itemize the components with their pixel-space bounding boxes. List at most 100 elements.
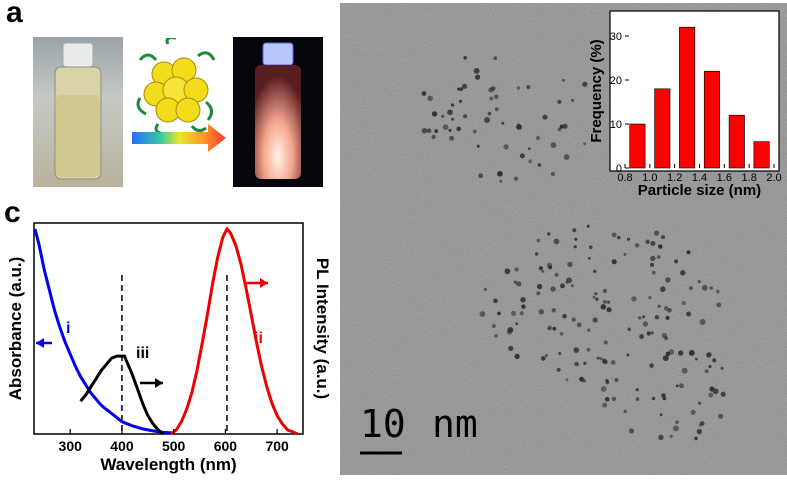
nanoparticle-dot: [553, 238, 560, 245]
nanoparticle-dot: [547, 232, 551, 236]
nanoparticle-dot: [712, 358, 717, 363]
nanoparticle-dot: [538, 266, 543, 271]
nanoparticle-dot: [550, 286, 556, 292]
spectra-x-tick-label: 700: [265, 438, 289, 454]
nanoparticle-dot: [557, 99, 562, 104]
nanoparticle-dot: [521, 304, 526, 309]
nanoparticle-dot: [573, 347, 580, 353]
nanoparticle-dot: [661, 393, 666, 398]
nanoparticle-dot: [602, 288, 608, 294]
nanoparticle-dot: [457, 87, 461, 91]
nanoparticle-dot: [638, 316, 642, 320]
nanoparticle-dot: [515, 322, 519, 326]
series-label-i: i: [66, 320, 70, 337]
nanoparticle-dot: [669, 434, 673, 438]
nanoparticle-dot: [451, 117, 454, 121]
nanoparticle-dot: [665, 277, 671, 283]
series-arrowhead-iii: [155, 378, 163, 388]
nanoparticle-dot: [686, 311, 692, 317]
nanoparticle-dot: [573, 245, 577, 249]
nanoparticle-dot: [587, 256, 591, 260]
nanoparticle-dot: [434, 129, 439, 133]
nanoparticle-dot: [709, 286, 713, 290]
nanoparticle-dot: [656, 255, 661, 259]
spectra-y-label: Absorbance (a.u.): [6, 257, 25, 401]
histogram-y-tick-label: 10: [610, 119, 622, 131]
nanoparticle-dot: [535, 252, 539, 256]
nanoparticle-dot: [658, 434, 664, 441]
nanoparticle-dot: [627, 327, 631, 332]
nanoparticle-dot: [517, 123, 520, 127]
nanoparticle-dot: [450, 103, 455, 107]
nanoparticle-dot: [426, 128, 432, 133]
nanoparticle-dot: [704, 369, 709, 374]
nanoparticle-dot: [483, 287, 487, 291]
nanoparticle-dot: [501, 121, 505, 125]
nanoparticle-dot: [659, 413, 663, 417]
nanoparticle-dot: [536, 283, 543, 290]
nanoparticle-dot: [513, 176, 519, 181]
histogram-x-label: Particle size (nm): [638, 182, 761, 199]
nanoparticle-dot: [686, 250, 691, 255]
nanoparticle-dot: [456, 126, 461, 132]
nanoparticle-dot: [562, 313, 567, 319]
spectrum-line-iii: [79, 354, 165, 436]
nanoparticle-dot: [605, 380, 610, 385]
nanoparticle-dot: [565, 378, 569, 382]
nanoparticle-dot: [442, 124, 449, 130]
nanoparticle-dot: [550, 142, 557, 149]
nanoparticle-dot: [675, 384, 679, 388]
nanoparticle-dot: [650, 255, 656, 262]
nanoparticle-dot: [649, 363, 654, 368]
nanoparticle-dot: [611, 396, 617, 402]
nanoparticle-dot: [449, 135, 455, 141]
nanoparticle-dot: [650, 241, 656, 246]
nanoparticle-dot: [554, 272, 559, 277]
nanoparticle-dot: [689, 286, 693, 290]
nanoparticle-dot: [708, 364, 712, 369]
nanoparticle-dot: [681, 367, 688, 374]
nanoparticle-dot: [508, 345, 514, 351]
nanoparticle-dot: [484, 117, 490, 123]
nanoparticle-dot: [626, 353, 630, 357]
nanoparticle-dot: [541, 356, 546, 361]
histogram-x-tick-label: 1.8: [742, 172, 757, 184]
histogram-ticks: 0.8 1.0 1.2 1.4 1.6 1.8 2.0 0 10 20 30: [610, 31, 782, 184]
nanoparticle-dot: [623, 409, 628, 414]
nanoparticle-dot: [536, 238, 541, 243]
nanoparticle-dot: [652, 270, 656, 275]
nanoparticle-dot: [503, 144, 509, 150]
nanoparticle-dot: [697, 280, 701, 284]
nanoparticle-dot: [491, 323, 496, 329]
nanoparticle-dot: [557, 127, 562, 132]
spectrum-line-i: [33, 228, 174, 435]
nanoparticle-dot: [648, 296, 652, 300]
nanoparticle-dot: [660, 286, 666, 293]
nanoparticle-dot: [587, 328, 591, 332]
nanoparticle-dot: [642, 315, 646, 319]
nanoparticle-dot: [698, 401, 702, 405]
nanoparticle-dot: [478, 173, 484, 179]
nanoparticle-dot: [708, 392, 714, 398]
nanoparticle-dot: [606, 300, 611, 304]
nanoparticle-dot: [488, 87, 494, 93]
nanoparticle-dot: [678, 350, 684, 356]
nanoparticle-dot: [494, 94, 499, 100]
scale-bar-value: 10: [360, 402, 406, 446]
histogram-bar: [703, 70, 720, 169]
nanoparticle-dot: [642, 321, 649, 327]
nanoparticle-dot: [635, 388, 639, 392]
nanoparticle-dot: [537, 163, 542, 167]
nanoparticle-dot: [658, 244, 663, 249]
series-label-ii: ii: [254, 330, 263, 347]
series-arrowhead-i: [36, 338, 44, 348]
nanoparticle-dot: [560, 283, 565, 289]
spectra-x-tick-label: 300: [59, 438, 83, 454]
spectra-x-tick-label: 500: [162, 438, 186, 454]
vial-body: [255, 65, 301, 179]
histogram-x-tick-label: 1.2: [667, 172, 682, 184]
nanoparticle-dot: [665, 315, 670, 320]
nanoparticle-dot: [604, 397, 610, 402]
nanoparticle-dot: [489, 96, 494, 101]
